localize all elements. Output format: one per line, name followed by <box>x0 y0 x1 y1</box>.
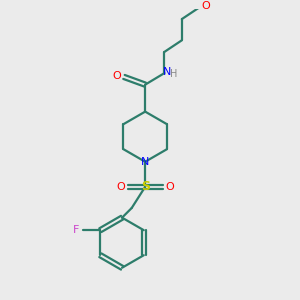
Text: N: N <box>163 67 172 77</box>
Text: S: S <box>141 180 150 193</box>
Text: O: O <box>202 1 210 10</box>
Text: O: O <box>165 182 174 192</box>
Text: O: O <box>117 182 125 192</box>
Text: H: H <box>170 69 178 79</box>
Text: F: F <box>73 225 80 235</box>
Text: N: N <box>141 157 149 167</box>
Text: O: O <box>113 71 122 81</box>
